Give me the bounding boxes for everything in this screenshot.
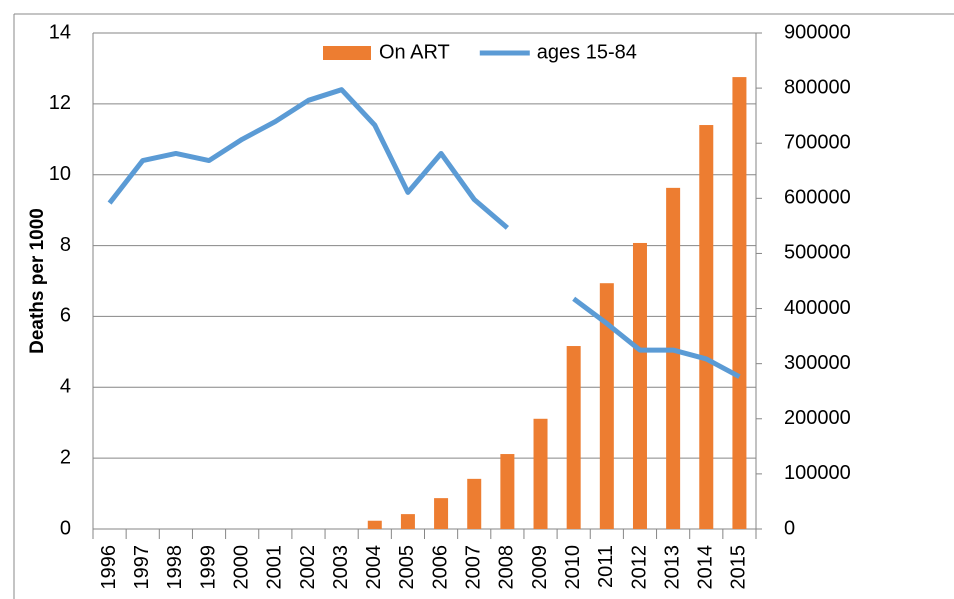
legend-label: On ART <box>379 41 450 63</box>
bar <box>599 283 614 529</box>
bar <box>699 125 714 529</box>
bar <box>467 478 482 529</box>
x-tick-label: 2010 <box>562 545 584 590</box>
x-tick-label: 2011 <box>595 545 617 588</box>
y-tick-label: 6 <box>60 305 71 327</box>
y-tick-label: 4 <box>60 376 71 398</box>
bar <box>500 454 515 529</box>
y-tick-label: 12 <box>49 92 71 114</box>
x-tick-label: 2004 <box>363 545 385 590</box>
x-tick-label: 2001 <box>264 545 286 590</box>
bar <box>434 498 449 529</box>
x-tick-label: 1998 <box>164 545 186 590</box>
y2-tick-label: 100000 <box>784 462 851 484</box>
y2-tick-label: 700000 <box>784 132 851 154</box>
y2-tick-label: 0 <box>784 517 795 539</box>
y2-tick-label: 900000 <box>784 21 851 43</box>
legend-swatch <box>323 46 371 60</box>
y-tick-label: 8 <box>60 234 71 256</box>
y2-tick-label: 600000 <box>784 187 851 209</box>
legend-label: ages 15-84 <box>537 41 637 63</box>
x-tick-label: 2008 <box>496 545 518 590</box>
bar <box>666 187 681 529</box>
y-tick-label: 2 <box>60 446 71 468</box>
bar <box>367 520 382 529</box>
x-tick-label: 1996 <box>98 545 120 590</box>
y2-tick-label: 400000 <box>784 297 851 319</box>
x-tick-label: 1997 <box>131 545 153 590</box>
x-tick-label: 1999 <box>197 545 219 590</box>
bar <box>632 242 647 529</box>
y2-tick-label: 300000 <box>784 352 851 374</box>
bar <box>400 514 415 529</box>
x-tick-label: 2013 <box>661 545 683 590</box>
y2-tick-label: 500000 <box>784 242 851 264</box>
x-tick-label: 2003 <box>330 545 352 590</box>
x-tick-label: 2006 <box>429 545 451 590</box>
x-tick-label: 2007 <box>463 545 485 590</box>
x-tick-label: 2014 <box>695 545 717 590</box>
y-axis-title: Deaths per 1000 <box>27 208 48 354</box>
x-tick-label: 2009 <box>529 545 551 590</box>
line <box>107 87 741 379</box>
y-tick-label: 10 <box>49 163 71 185</box>
x-tick-label: 2005 <box>396 545 418 590</box>
x-tick-label: 2000 <box>230 545 252 590</box>
bar <box>732 77 747 529</box>
x-tick-label: 2012 <box>628 545 650 590</box>
x-tick-label: 2015 <box>728 545 750 590</box>
y-tick-label: 14 <box>49 21 71 43</box>
bar <box>566 346 581 529</box>
x-tick-label: 2002 <box>297 545 319 590</box>
y2-tick-label: 200000 <box>784 407 851 429</box>
y-tick-label: 0 <box>60 517 71 539</box>
y2-tick-label: 800000 <box>784 76 851 98</box>
bar <box>533 418 548 529</box>
